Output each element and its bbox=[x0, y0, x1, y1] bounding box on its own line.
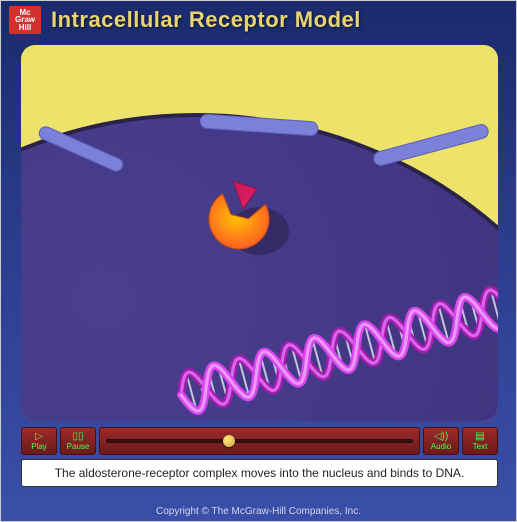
logo-line3: Hill bbox=[19, 24, 31, 31]
app-frame: Mc Graw Hill Intracellular Receptor Mode… bbox=[0, 0, 517, 522]
play-button[interactable]: ▷ Play bbox=[21, 427, 57, 455]
audio-button[interactable]: ◁)) Audio bbox=[423, 427, 459, 455]
play-label: Play bbox=[31, 443, 47, 451]
pause-label: Pause bbox=[67, 443, 90, 451]
controls-bar: ▷ Play ▯▯ Pause ◁)) Audio ▤ Text bbox=[21, 427, 498, 455]
audio-label: Audio bbox=[431, 443, 451, 451]
play-icon: ▷ bbox=[35, 432, 43, 442]
text-label: Text bbox=[473, 443, 488, 451]
audio-icon: ◁)) bbox=[434, 432, 448, 442]
diagram-svg bbox=[21, 45, 498, 421]
logo-mcgraw-hill: Mc Graw Hill bbox=[9, 6, 41, 34]
caption-text: The aldosterone-receptor complex moves i… bbox=[55, 466, 465, 480]
text-button[interactable]: ▤ Text bbox=[462, 427, 498, 455]
pause-button[interactable]: ▯▯ Pause bbox=[60, 427, 96, 455]
slider-thumb[interactable] bbox=[223, 435, 235, 447]
page-title: Intracellular Receptor Model bbox=[51, 7, 361, 33]
progress-slider[interactable] bbox=[99, 427, 420, 455]
diagram-viewport bbox=[21, 45, 498, 421]
copyright: Copyright © The McGraw-Hill Companies, I… bbox=[1, 506, 516, 517]
caption-box: The aldosterone-receptor complex moves i… bbox=[21, 459, 498, 487]
text-icon: ▤ bbox=[475, 432, 484, 442]
slider-track bbox=[106, 439, 413, 443]
header: Mc Graw Hill Intracellular Receptor Mode… bbox=[1, 1, 516, 39]
pause-icon: ▯▯ bbox=[72, 432, 83, 442]
